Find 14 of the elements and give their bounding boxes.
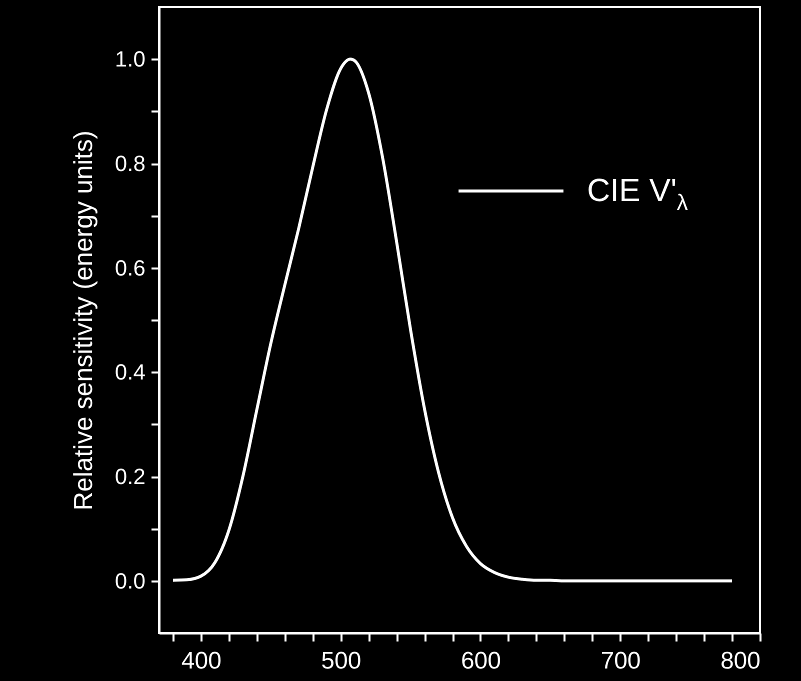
y-axis-title: Relative sensitivity (energy units) (68, 130, 98, 511)
y-tick-label: 0.4 (114, 360, 146, 385)
x-tick-label: 500 (321, 648, 362, 674)
y-tick-label: 0.2 (114, 464, 146, 489)
y-tick-label: 0.0 (114, 568, 146, 594)
y-tick-label: 0.6 (114, 255, 146, 280)
x-tick-label: 400 (181, 648, 222, 674)
line-series (171, 58, 734, 582)
x-tick-label: 800 (720, 648, 760, 674)
x-tick-label: 600 (460, 648, 501, 674)
x-tick-label: 700 (600, 648, 641, 674)
y-tick-label: 1.0 (114, 46, 146, 72)
legend-label: CIE V'$_{λ}$ (587, 172, 688, 215)
y-tick-label: 0.8 (114, 151, 146, 176)
